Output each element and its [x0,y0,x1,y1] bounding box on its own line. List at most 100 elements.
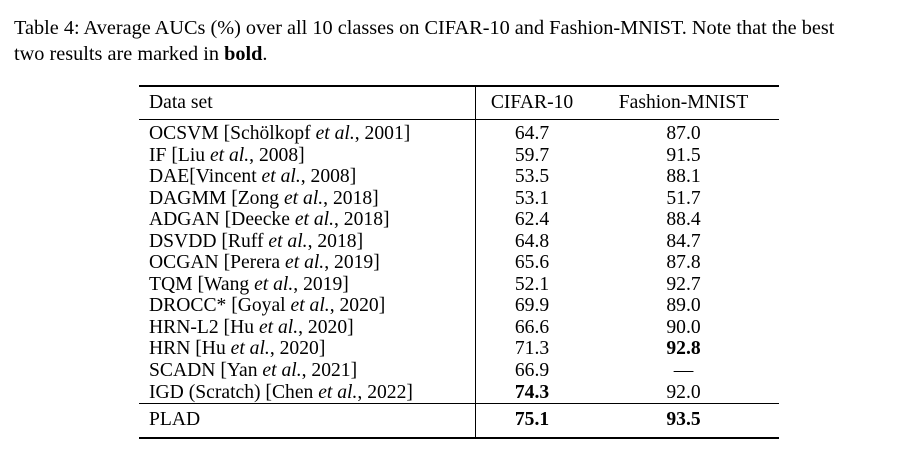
cifar10-value-cell: 69.9 [514,295,550,317]
method-etal: et al. [268,230,308,252]
fashion-mnist-value-cell: 92.0 [666,381,701,403]
fashion-mnist-value-cell: 87.8 [666,252,701,274]
method-etal: et al. [209,144,250,166]
method-year: , 2018] [323,187,379,209]
cifar10-value-cell: 75.1 [475,403,588,439]
fashion-mnist-value-cell: 92.7 [666,273,701,295]
method-name: DAE[Vincent [149,166,262,188]
method-name: HRN-L2 [Hu [149,316,259,338]
cifar10-value-cell: 53.5 [514,166,550,188]
cifar10-value-cell: 64.7 [514,123,550,144]
cifar10-value-cell: 65.6 [514,252,550,274]
column-header-fashion-mnist: Fashion-MNIST [588,86,779,120]
method-cell: OCGAN [Perera et al., 2019] [139,252,476,274]
method-name: IF [Liu [149,144,210,166]
method-cell: DAE[Vincent et al., 2008] [139,166,476,188]
fashion-mnist-value-cell: — [673,360,694,382]
method-name: DSVDD [Ruff [149,230,269,252]
results-table: Data set CIFAR-10 Fashion-MNIST OCSVM [S… [139,85,779,440]
table-caption: Table 4: Average AUCs (%) over all 10 cl… [14,16,834,67]
method-etal: et al. [290,295,330,317]
table-row: PLAD 75.1 93.5 [139,403,779,439]
column-header-cifar10: CIFAR-10 [475,86,588,120]
table-row: IGD (Scratch) [Chen et al., 2022] 74.3 9… [139,381,779,404]
method-year: , 2008] [300,166,357,188]
table-header: Data set CIFAR-10 Fashion-MNIST [139,86,779,120]
method-cell: IF [Liu et al., 2008] [139,144,476,167]
method-name: DROCC* [Goyal [149,295,291,317]
table-row: HRN-L2 [Hu et al., 2020] 66.6 90.0 [139,316,779,339]
cifar10-value-cell: 52.1 [514,273,550,295]
method-cell: IGD (Scratch) [Chen et al., 2022] [139,381,476,404]
cifar10-value-cell: 62.4 [514,209,550,231]
fashion-mnist-value-cell: 87.0 [666,123,701,144]
cifar10-value-cell: 64.8 [514,230,550,252]
method-etal: et al. [318,381,358,403]
method-cell: HRN [Hu et al., 2020] [139,338,476,361]
fashion-mnist-value-cell: 84.7 [666,230,701,252]
method-etal: et al. [258,316,299,338]
method-etal: et al. [230,338,270,360]
header-row: Data set CIFAR-10 Fashion-MNIST [139,86,779,120]
method-year: , 2018] [307,230,364,252]
table-body: OCSVM [Schölkopf et al., 2001] 64.7 87.0… [139,119,779,439]
method-etal: et al. [283,187,324,209]
method-etal: et al. [285,252,325,274]
caption-line2-text: two results are marked in [14,42,225,65]
method-etal: et al. [262,360,302,382]
method-etal: et al. [254,273,294,295]
method-year: , 2020] [329,295,386,317]
method-name: HRN [Hu [149,338,231,360]
method-year: , 2020] [298,316,354,338]
method-cell: PLAD [139,403,476,439]
caption-bold-word: bold [224,42,263,65]
column-header-dataset: Data set [139,86,476,120]
table-row: IF [Liu et al., 2008] 59.7 91.5 [139,144,779,167]
table-row: DAGMM [Zong et al., 2018] 53.1 51.7 [139,187,779,210]
fashion-mnist-value-cell: 91.5 [666,144,701,166]
results-table-container: Data set CIFAR-10 Fashion-MNIST OCSVM [S… [139,85,779,440]
method-year: , 2022] [357,381,413,403]
table-row: DAE[Vincent et al., 2008] 53.5 88.1 [139,166,779,188]
table-row: TQM [Wang et al., 2019] 52.1 92.7 [139,273,779,296]
caption-line1: Table 4: Average AUCs (%) over all 10 cl… [14,17,835,39]
fashion-mnist-value-cell: 51.7 [666,187,701,209]
table-row: OCGAN [Perera et al., 2019] 65.6 87.8 [139,252,779,274]
cifar10-value-cell: 59.7 [514,144,550,166]
method-name: TQM [Wang [149,273,255,295]
fashion-mnist-value-cell: 88.4 [666,209,701,231]
method-etal: et al. [261,166,301,188]
method-cell: ADGAN [Deecke et al., 2018] [139,209,476,231]
cifar10-value-cell: 74.3 [514,381,550,403]
table-row: DROCC* [Goyal et al., 2020] 69.9 89.0 [139,295,779,317]
method-year: , 2019] [293,273,349,295]
method-name: OCSVM [Schölkopf [149,123,316,144]
method-year: , 2020] [269,338,326,360]
method-cell: SCADN [Yan et al., 2021] [139,360,476,382]
method-cell: TQM [Wang et al., 2019] [139,273,476,296]
method-name: DAGMM [Zong [149,187,284,209]
cifar10-value-cell: 66.6 [514,316,550,338]
method-name: OCGAN [Perera [149,252,286,274]
method-etal: et al. [315,123,355,144]
method-year: , 2001] [354,123,411,144]
method-year: , 2008] [249,144,305,166]
table-row: ADGAN [Deecke et al., 2018] 62.4 88.4 [139,209,779,231]
table-row: SCADN [Yan et al., 2021] 66.9 — [139,360,779,382]
method-cell: DSVDD [Ruff et al., 2018] [139,230,476,253]
method-name: SCADN [Yan [149,360,263,382]
caption-line2-period: . [262,42,268,65]
fashion-mnist-value-cell: 88.1 [666,166,701,188]
cifar10-value-cell: 53.1 [514,187,550,209]
method-name: IGD (Scratch) [Chen [149,381,319,403]
table-row: DSVDD [Ruff et al., 2018] 64.8 84.7 [139,230,779,253]
cifar10-value-cell: 71.3 [514,338,550,360]
method-cell: OCSVM [Schölkopf et al., 2001] [139,119,476,145]
table-row: HRN [Hu et al., 2020] 71.3 92.8 [139,338,779,361]
fashion-mnist-value-cell: 92.8 [666,338,701,360]
cifar10-value-cell: 66.9 [514,360,550,382]
method-cell: DAGMM [Zong et al., 2018] [139,187,476,210]
fashion-mnist-value-cell: 89.0 [666,295,701,317]
method-name: PLAD [149,409,201,431]
fashion-mnist-value-cell: 93.5 [588,403,779,439]
